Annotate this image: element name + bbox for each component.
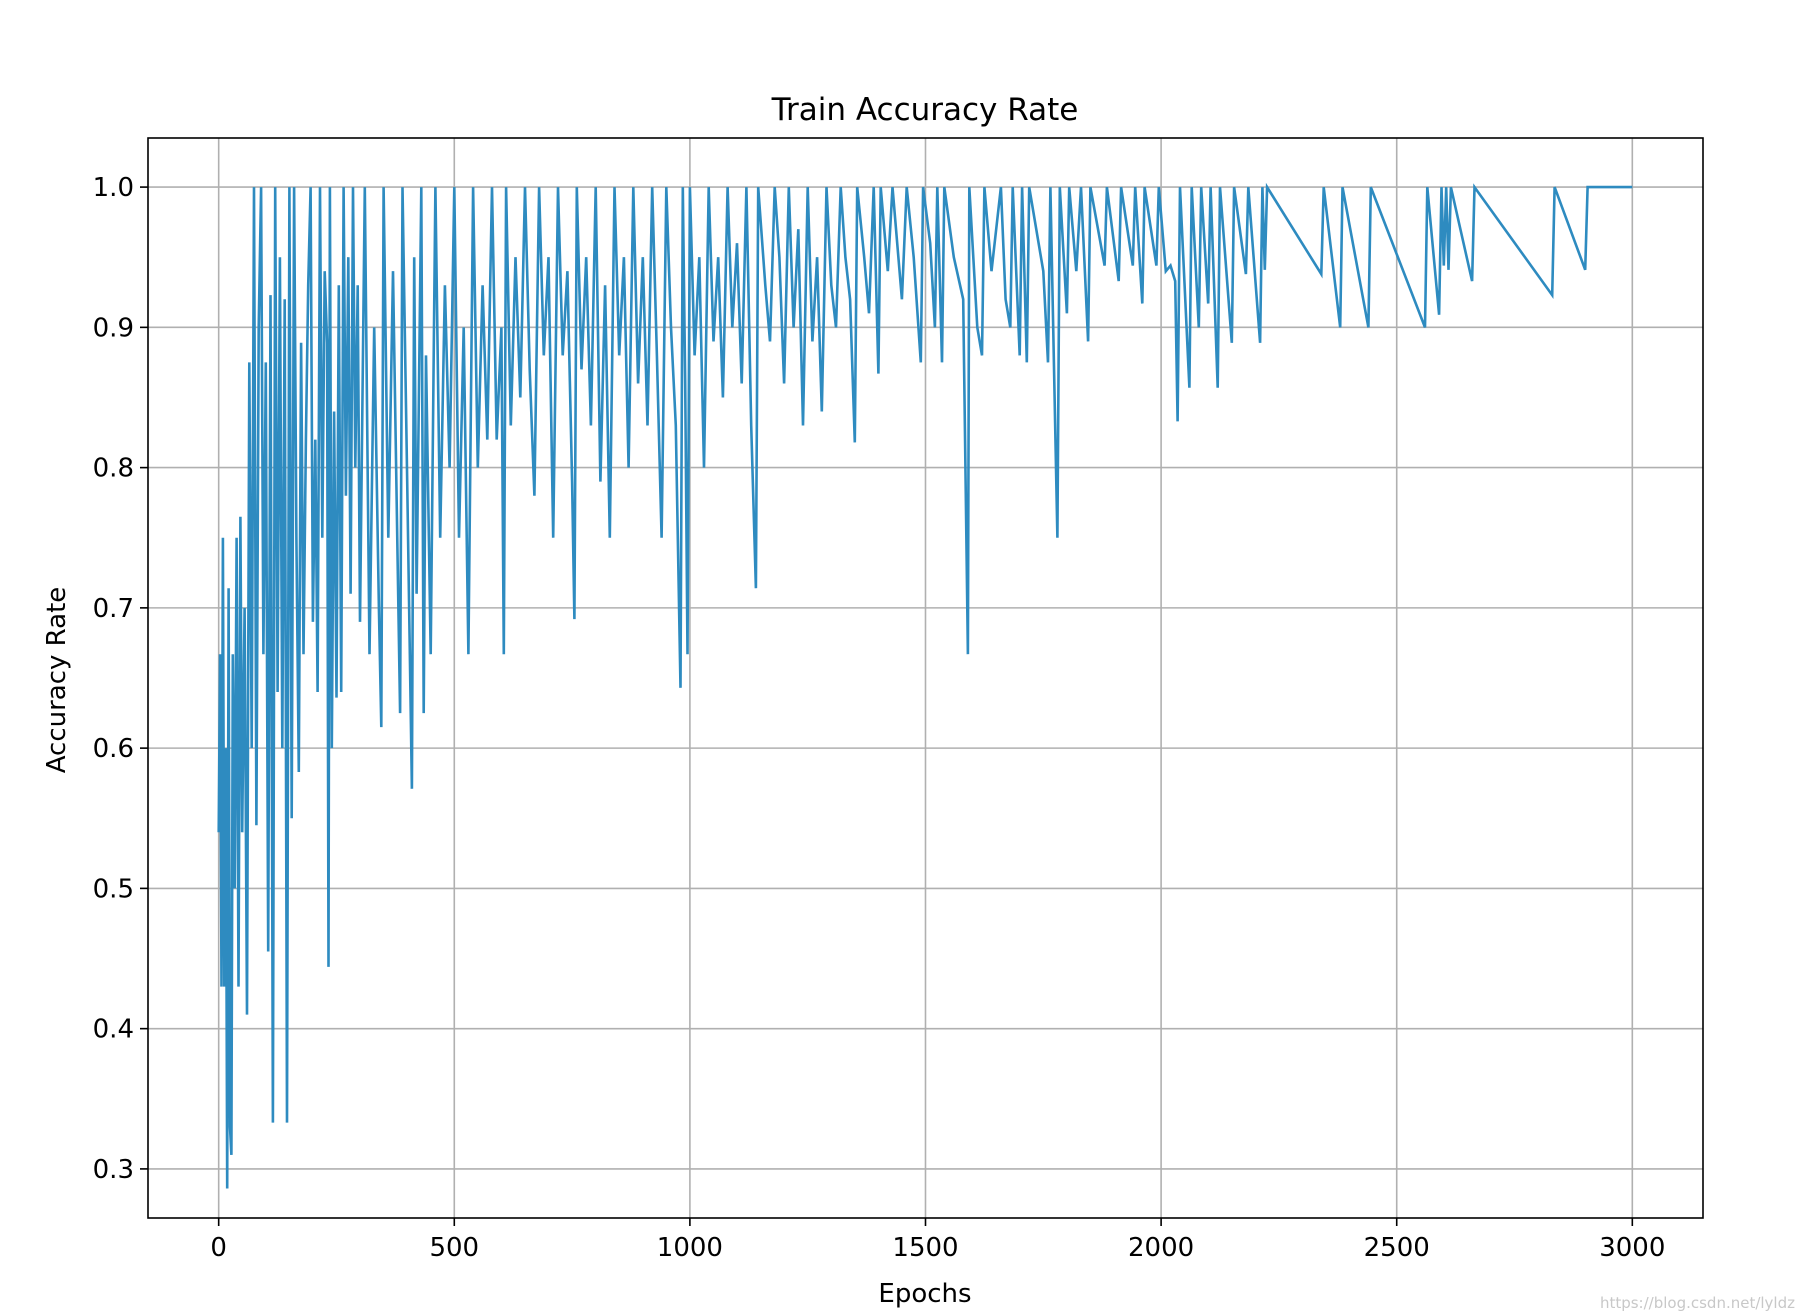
y-tick-label: 0.5 — [93, 874, 134, 904]
x-tick-label: 0 — [210, 1233, 227, 1263]
x-tick-label: 2500 — [1364, 1233, 1430, 1263]
y-tick-label: 0.8 — [93, 454, 134, 484]
x-tick-label: 1500 — [892, 1233, 958, 1263]
x-tick-label: 3000 — [1599, 1233, 1665, 1263]
x-tick-label: 500 — [429, 1233, 479, 1263]
chart-title: Train Accuracy Rate — [771, 92, 1079, 128]
y-tick-label: 0.6 — [93, 734, 134, 764]
y-tick-label: 1.0 — [93, 173, 134, 203]
y-tick-label: 0.9 — [93, 313, 134, 343]
y-tick-label: 0.7 — [93, 594, 134, 624]
x-axis: 0 500 1000 1500 2000 2500 3000 — [210, 1218, 1665, 1263]
y-axis: 0.3 0.4 0.5 0.6 0.7 0.8 0.9 1.0 — [93, 173, 148, 1185]
series-group — [217, 182, 1633, 1189]
x-axis-label: Epochs — [878, 1279, 971, 1309]
y-tick-label: 0.3 — [93, 1155, 134, 1185]
series-line — [217, 182, 1633, 1189]
x-tick-label: 2000 — [1128, 1233, 1194, 1263]
x-tick-label: 1000 — [657, 1233, 723, 1263]
watermark: https://blog.csdn.net/lyldz — [1600, 1294, 1795, 1312]
y-axis-label: Accuracy Rate — [42, 587, 72, 774]
y-tick-label: 0.4 — [93, 1015, 134, 1045]
